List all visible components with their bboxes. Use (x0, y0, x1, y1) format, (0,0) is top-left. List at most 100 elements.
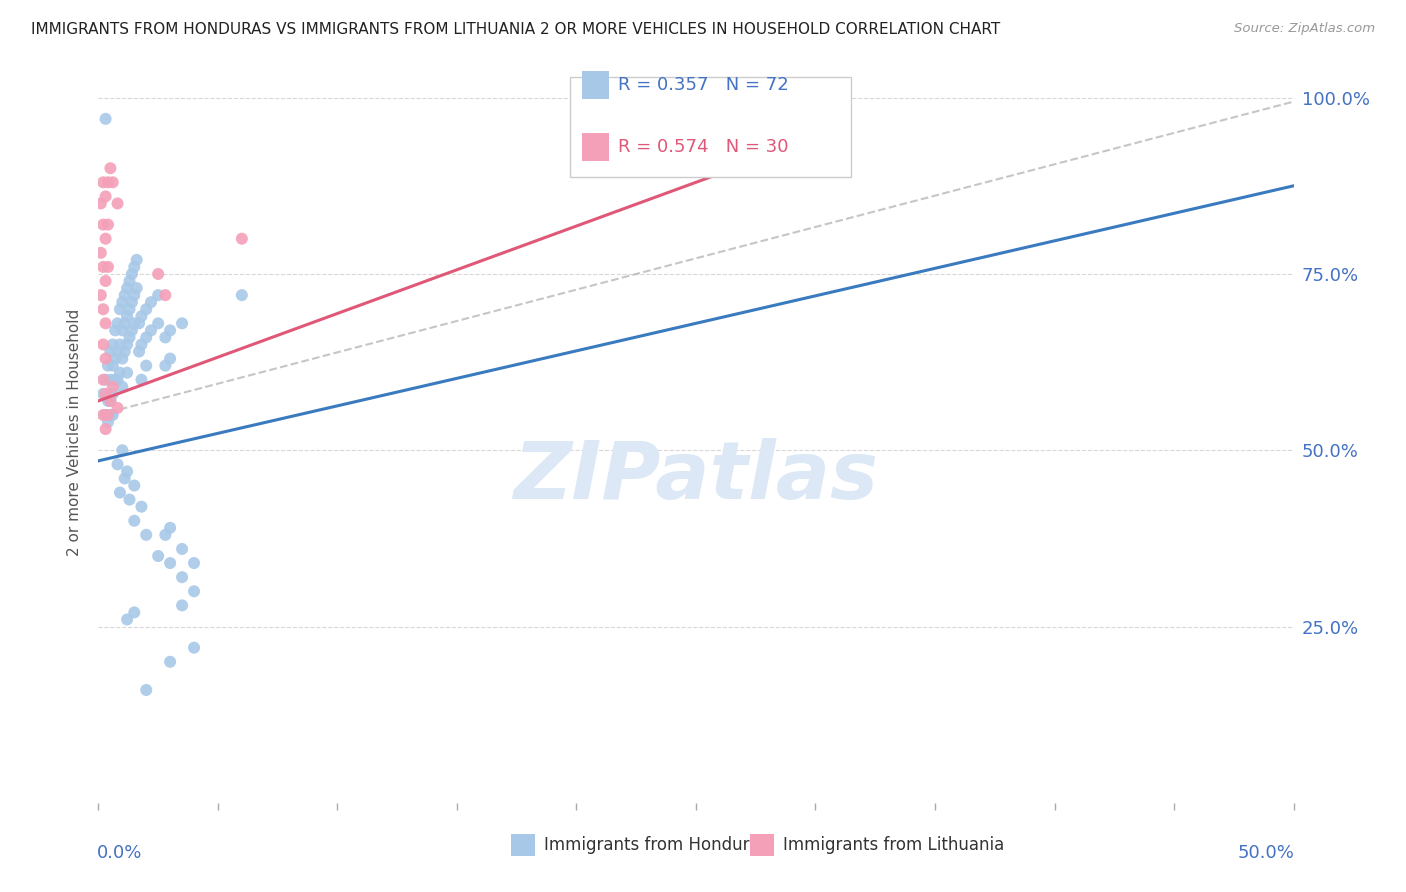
Point (135, 683, 157, 698)
Point (135, 528, 157, 542)
Point (115, 337, 138, 351)
Text: R = 0.574   N = 30: R = 0.574 N = 30 (619, 138, 789, 156)
Point (94, 316, 117, 330)
Point (101, 175, 124, 189)
Point (231, 232, 253, 246)
Point (115, 281, 138, 295)
Point (97, 359, 120, 373)
Point (91, 302, 114, 317)
Point (148, 288, 170, 302)
Point (124, 514, 146, 528)
Point (115, 310, 138, 324)
Point (98, 373, 122, 387)
Point (101, 408, 124, 422)
Text: R = 0.357   N = 72: R = 0.357 N = 72 (619, 77, 789, 95)
FancyBboxPatch shape (510, 834, 534, 856)
Point (94, 408, 117, 422)
Point (94, 387, 117, 401)
Point (172, 570, 194, 584)
Point (107, 401, 129, 415)
Point (135, 330, 157, 344)
Point (183, 556, 205, 570)
Point (135, 359, 157, 373)
Point (125, 281, 148, 295)
Point (139, 323, 162, 337)
Point (124, 316, 146, 330)
Point (104, 351, 127, 366)
Point (108, 366, 131, 380)
Text: Source: ZipAtlas.com: Source: ZipAtlas.com (1234, 22, 1375, 36)
Point (148, 267, 170, 281)
Point (91, 175, 114, 189)
Point (94, 189, 117, 203)
Point (159, 655, 181, 669)
Point (118, 330, 141, 344)
Point (114, 316, 136, 330)
Point (97, 415, 120, 429)
Point (111, 295, 134, 310)
Text: 0.0%: 0.0% (97, 844, 142, 862)
Point (118, 274, 141, 288)
Point (155, 288, 177, 302)
Point (97, 175, 120, 189)
Point (91, 218, 114, 232)
Point (118, 492, 141, 507)
Point (128, 316, 150, 330)
Point (124, 260, 146, 274)
Point (135, 302, 157, 317)
Point (101, 387, 124, 401)
Point (91, 373, 114, 387)
Point (107, 316, 129, 330)
Point (139, 295, 162, 310)
Point (159, 521, 181, 535)
Point (94, 351, 117, 366)
Point (159, 323, 181, 337)
Point (107, 196, 129, 211)
Point (98, 408, 122, 422)
Point (172, 599, 194, 613)
Point (90, 245, 112, 260)
Point (91, 260, 114, 274)
Point (108, 337, 131, 351)
Point (90, 196, 112, 211)
Point (97, 393, 120, 408)
Y-axis label: 2 or more Vehicles in Household: 2 or more Vehicles in Household (67, 309, 83, 557)
Point (121, 267, 143, 281)
Point (172, 541, 194, 556)
FancyBboxPatch shape (749, 834, 773, 856)
Point (91, 337, 114, 351)
FancyBboxPatch shape (582, 71, 609, 99)
Point (91, 408, 114, 422)
Point (108, 485, 131, 500)
Point (131, 310, 153, 324)
Point (104, 373, 127, 387)
Point (111, 380, 134, 394)
Point (97, 260, 120, 274)
Point (111, 351, 134, 366)
Point (115, 612, 138, 626)
Point (114, 288, 136, 302)
Point (104, 323, 127, 337)
Point (131, 500, 153, 514)
Point (97, 218, 120, 232)
Point (98, 344, 122, 359)
Point (94, 232, 117, 246)
Point (111, 443, 134, 458)
Point (124, 606, 146, 620)
Point (148, 316, 170, 330)
Point (148, 549, 170, 563)
Point (108, 302, 131, 317)
Point (121, 323, 143, 337)
Point (111, 323, 134, 337)
Point (124, 288, 146, 302)
Text: ZIPatlas: ZIPatlas (513, 438, 879, 516)
Point (107, 344, 129, 359)
Point (98, 393, 122, 408)
Point (183, 584, 205, 599)
Point (183, 640, 205, 655)
Point (94, 373, 117, 387)
Point (118, 302, 141, 317)
Point (115, 464, 138, 478)
Point (90, 288, 112, 302)
Point (159, 351, 181, 366)
